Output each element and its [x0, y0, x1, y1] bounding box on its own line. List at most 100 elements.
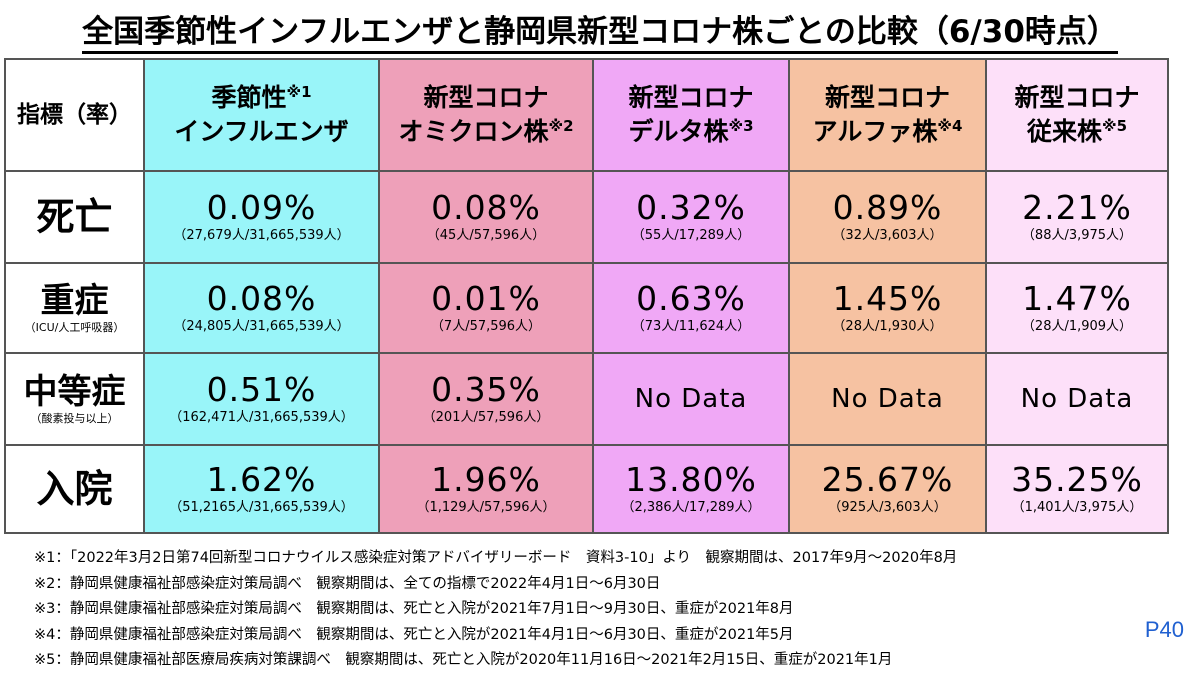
table-cell: 0.35% （201人/57,596人） — [378, 352, 594, 446]
table-cell: 13.80% （2,386人/17,289人） — [592, 444, 790, 534]
cell-rate: 0.08% — [431, 188, 541, 227]
footnotes: ※1：「2022年3月2日第74回新型コロナウイルス感染症対策アドバイザリーボー… — [34, 546, 1184, 674]
col-3-line1: 新型コロナ — [628, 83, 754, 112]
cell-count: （88人/3,975人） — [1021, 228, 1133, 243]
header-col-2: 新型コロナ オミクロン株※2 — [378, 58, 594, 172]
col-5-note: ※5 — [1101, 117, 1128, 135]
table-cell: 0.89% （32人/3,603人） — [788, 170, 987, 264]
cell-count: （7人/57,596人） — [430, 319, 542, 334]
col-2-line2: オミクロン株 — [398, 117, 549, 146]
footnote-3: ※3：静岡県健康福祉部感染症対策局調べ 観察期間は、死亡と入院が2021年7月1… — [34, 601, 794, 617]
cell-count: （1,401人/3,975人） — [1011, 500, 1143, 515]
footnote-2: ※2：静岡県健康福祉部感染症対策局調べ 観察期間は、全ての指標で2022年4月1… — [34, 575, 661, 592]
table-cell: No Data — [592, 352, 790, 446]
cell-rate: 1.45% — [832, 279, 943, 318]
header-corner: 指標（率） — [4, 58, 145, 172]
col-1-note: ※1 — [286, 83, 312, 101]
cell-rate: 0.35% — [431, 370, 541, 409]
footnote-1: ※1：「2022年3月2日第74回新型コロナウイルス感染症対策アドバイザリーボー… — [34, 550, 958, 566]
cell-count: （162,471人/31,665,539人） — [169, 410, 354, 425]
row-sublabel: （酸素投与以上） — [30, 412, 119, 425]
table-cell: 0.32% （55人/17,289人） — [592, 170, 790, 264]
row-sublabel: （ICU/人工呼吸器） — [24, 321, 125, 334]
header-col-1: 季節性※1 インフルエンザ — [143, 58, 380, 172]
row-label-text: 死亡 — [36, 195, 113, 239]
comparison-table: 指標（率） 季節性※1 インフルエンザ 新型コロナ オミクロン株※2 新型コロナ… — [4, 58, 1169, 534]
col-4-note: ※4 — [937, 117, 963, 135]
table-cell: 0.63% （73人/11,624人） — [592, 262, 790, 354]
col-3-note: ※3 — [728, 117, 754, 135]
table-row-death: 死亡 0.09% （27,679人/31,665,539人） 0.08% （45人/… — [4, 170, 1169, 264]
header-row: 指標（率） 季節性※1 インフルエンザ 新型コロナ オミクロン株※2 新型コロナ… — [4, 58, 1169, 172]
table-cell: 1.96% （1,129人/57,596人） — [378, 444, 594, 534]
cell-count: （1,129人/57,596人） — [416, 500, 556, 515]
cell-count: （24,805人/31,665,539人） — [173, 319, 350, 334]
cell-rate: 0.51% — [206, 370, 317, 409]
cell-rate: 0.89% — [832, 188, 943, 227]
title-text: 全国季節性インフルエンザと静岡県新型コロナ株ごとの比較（6/30時点） — [82, 14, 1118, 54]
row-label-text: 重症 — [40, 281, 109, 321]
table-cell: 0.08% （45人/57,596人） — [378, 170, 594, 264]
cell-count: （45人/57,596人） — [426, 228, 546, 243]
cell-count: （55人/17,289人） — [631, 228, 751, 243]
cell-rate: 0.63% — [636, 279, 746, 318]
cell-rate: 25.67% — [821, 460, 954, 499]
col-2-note: ※2 — [548, 117, 574, 135]
corner-label: 指標（率） — [17, 102, 132, 128]
cell-count: （28人/1,930人） — [832, 319, 943, 334]
col-1-line1: 季節性 — [211, 83, 287, 112]
cell-no-data: No Data — [1020, 384, 1134, 414]
cell-rate: 1.96% — [431, 460, 541, 499]
col-2-line1: 新型コロナ — [423, 83, 549, 112]
col-5-line1: 新型コロナ — [1014, 83, 1140, 112]
row-label-text: 入院 — [36, 467, 113, 511]
cell-count: （27,679人/31,665,539人） — [173, 228, 350, 243]
cell-count: （73人/11,624人） — [631, 319, 751, 334]
cell-rate: 1.47% — [1022, 279, 1132, 318]
cell-rate: 35.25% — [1011, 460, 1143, 499]
cell-rate: 0.32% — [636, 188, 746, 227]
table-row-moderate: 中等症 （酸素投与以上） 0.51% （162,471人/31,665,539人）… — [4, 352, 1169, 446]
cell-count: （28人/1,909人） — [1021, 319, 1133, 334]
cell-rate: 2.21% — [1022, 188, 1132, 227]
table-cell: 1.62% （51,2165人/31,665,539人） — [143, 444, 380, 534]
col-4-line1: 新型コロナ — [824, 83, 950, 112]
table-cell: 0.01% （7人/57,596人） — [378, 262, 594, 354]
row-label-moderate: 中等症 （酸素投与以上） — [4, 352, 145, 446]
page-number: P40 — [1144, 617, 1184, 642]
cell-rate: 1.62% — [206, 460, 317, 499]
cell-no-data: No Data — [831, 384, 944, 414]
cell-count: （925人/3,603人） — [828, 500, 947, 515]
header-col-5: 新型コロナ 従来株※5 — [985, 58, 1169, 172]
footnote-4: ※4：静岡県健康福祉部感染症対策局調べ 観察期間は、死亡と入院が2021年4月1… — [34, 626, 794, 643]
table-cell: No Data — [788, 352, 987, 446]
table-cell: 1.45% （28人/1,930人） — [788, 262, 987, 354]
cell-rate: 0.09% — [206, 188, 317, 227]
cell-rate: 0.01% — [431, 279, 541, 318]
col-3-line2: デルタ株 — [628, 117, 729, 146]
table-cell: 1.47% （28人/1,909人） — [985, 262, 1169, 354]
table-row-hospitalized: 入院 1.62% （51,2165人/31,665,539人） 1.96% （1,1… — [4, 444, 1169, 534]
header-col-3: 新型コロナ デルタ株※3 — [592, 58, 790, 172]
table-cell: 0.09% （27,679人/31,665,539人） — [143, 170, 380, 264]
table-cell: 35.25% （1,401人/3,975人） — [985, 444, 1169, 534]
row-label-death: 死亡 — [4, 170, 145, 264]
cell-rate: 0.08% — [206, 279, 317, 318]
header-col-4: 新型コロナ アルファ株※4 — [788, 58, 987, 172]
table-cell: No Data — [985, 352, 1169, 446]
col-1-line2: インフルエンザ — [174, 117, 349, 146]
cell-count: （2,386人/17,289人） — [621, 500, 761, 515]
cell-no-data: No Data — [634, 384, 748, 414]
col-5-line2: 従来株 — [1026, 117, 1102, 146]
table-row-severe: 重症 （ICU/人工呼吸器） 0.08% （24,805人/31,665,539人… — [4, 262, 1169, 354]
col-4-line2: アルファ株 — [812, 117, 938, 146]
cell-count: （51,2165人/31,665,539人） — [169, 500, 354, 515]
cell-rate: 13.80% — [625, 460, 757, 499]
cell-count: （32人/3,603人） — [832, 228, 943, 243]
cell-count: （201人/57,596人） — [422, 410, 550, 425]
row-label-severe: 重症 （ICU/人工呼吸器） — [4, 262, 145, 354]
table-cell: 25.67% （925人/3,603人） — [788, 444, 987, 534]
table-cell: 0.51% （162,471人/31,665,539人） — [143, 352, 380, 446]
page-title: 全国季節性インフルエンザと静岡県新型コロナ株ごとの比較（6/30時点） — [0, 6, 1200, 54]
footnote-5: ※5：静岡県健康福祉部医療局疾病対策課調べ 観察期間は、死亡と入院が2020年1… — [34, 652, 893, 668]
